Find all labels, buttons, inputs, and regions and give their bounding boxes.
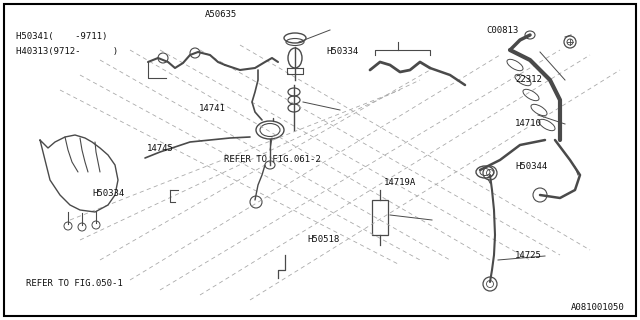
Text: 14725: 14725 bbox=[515, 252, 542, 260]
Text: H50518: H50518 bbox=[307, 236, 339, 244]
Text: A50635: A50635 bbox=[205, 10, 237, 19]
Text: H50344: H50344 bbox=[515, 162, 547, 171]
Text: H50334: H50334 bbox=[93, 189, 125, 198]
Text: C00813: C00813 bbox=[486, 26, 518, 35]
Text: 22312: 22312 bbox=[515, 76, 542, 84]
Text: 14719A: 14719A bbox=[384, 178, 416, 187]
Text: H50341(    -9711): H50341( -9711) bbox=[16, 32, 108, 41]
Text: H50334: H50334 bbox=[326, 47, 358, 56]
Bar bbox=[372, 200, 388, 235]
Text: A081001050: A081001050 bbox=[572, 303, 625, 312]
Text: 14741: 14741 bbox=[198, 104, 225, 113]
Text: 14710: 14710 bbox=[515, 119, 542, 128]
Text: H40313(9712-      ): H40313(9712- ) bbox=[16, 47, 118, 56]
Text: REFER TO FIG.061-2: REFER TO FIG.061-2 bbox=[224, 156, 321, 164]
Text: REFER TO FIG.050-1: REFER TO FIG.050-1 bbox=[26, 279, 122, 288]
Text: 14745: 14745 bbox=[147, 144, 174, 153]
